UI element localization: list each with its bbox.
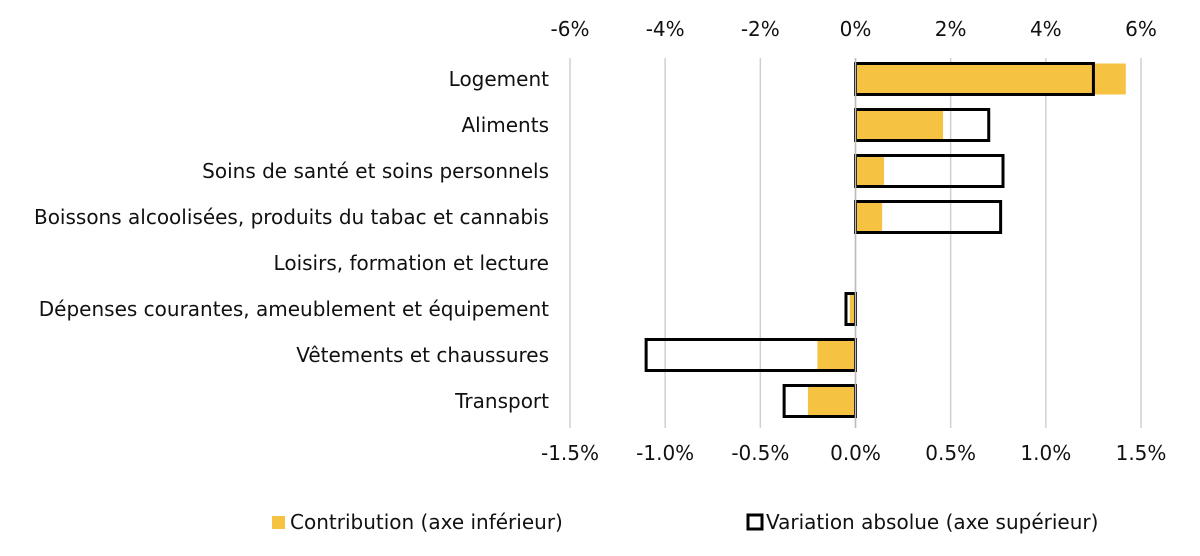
category-labels: Logement Aliments Soins de santé et soins … [34, 67, 549, 413]
contribution-bar [817, 339, 856, 371]
legend-swatch-contribution [272, 516, 285, 529]
legend: Contribution (axe inférieur) Variation a… [272, 510, 1098, 534]
top-tick-label: -2% [741, 17, 780, 41]
category-label: Logement [449, 67, 549, 91]
top-tick-label: 0% [840, 17, 872, 41]
bottom-tick-label: -1.5% [541, 441, 599, 465]
category-label: Vêtements et chaussures [296, 343, 549, 367]
bottom-tick-label: -1.0% [636, 441, 694, 465]
top-tick-label: 6% [1125, 17, 1157, 41]
top-tick-label: -6% [551, 17, 590, 41]
top-tick-label: 4% [1030, 17, 1062, 41]
contribution-bar [855, 63, 1126, 95]
bottom-tick-label: 1.0% [1020, 441, 1071, 465]
contribution-bar [855, 155, 885, 187]
category-label: Soins de santé et soins personnels [202, 159, 549, 183]
bottom-tick-label: 0.0% [830, 441, 881, 465]
contribution-bar [849, 293, 856, 325]
bottom-tick-label: 1.5% [1116, 441, 1167, 465]
category-label: Transport [454, 389, 549, 413]
legend-label-variation: Variation absolue (axe supérieur) [766, 510, 1098, 534]
category-label: Loisirs, formation et lecture [274, 251, 549, 275]
category-label: Dépenses courantes, ameublement et équip… [39, 297, 549, 321]
top-axis-ticks: -6% -4% -2% 0% 2% 4% 6% [551, 17, 1157, 41]
contribution-bar [855, 201, 883, 233]
contribution-bar [855, 109, 944, 141]
top-tick-label: 2% [935, 17, 967, 41]
category-label: Boissons alcoolisées, produits du tabac … [34, 205, 549, 229]
top-tick-label: -4% [646, 17, 685, 41]
contribution-bars [807, 63, 1126, 417]
bottom-tick-label: -0.5% [731, 441, 789, 465]
legend-swatch-variation [746, 513, 764, 531]
legend-label-contribution: Contribution (axe inférieur) [290, 510, 563, 534]
category-label: Aliments [461, 113, 549, 137]
bottom-axis-ticks: -1.5% -1.0% -0.5% 0.0% 0.5% 1.0% 1.5% [541, 441, 1166, 465]
bottom-tick-label: 0.5% [925, 441, 976, 465]
contribution-bar [807, 385, 856, 417]
